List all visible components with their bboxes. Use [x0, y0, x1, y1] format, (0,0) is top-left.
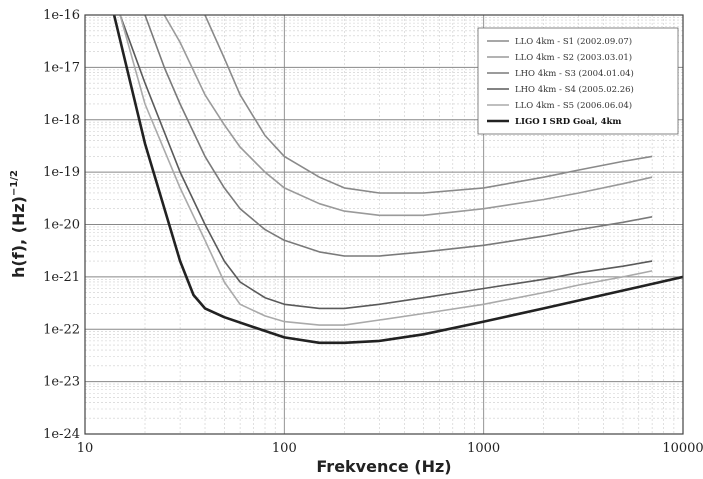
y-tick-label: 1e-19 — [43, 165, 80, 180]
series-line-3 — [144, 15, 653, 257]
x-tick-labels: 10 100 1000 10000 — [77, 441, 703, 456]
x-tick-label: 10000 — [662, 441, 703, 456]
legend-label-1: LLO 4km - S1 (2002.09.07) — [515, 36, 632, 47]
series-layer — [112, 15, 683, 345]
series-line-2 — [163, 15, 653, 217]
x-tick-label: 100 — [272, 441, 297, 456]
legend-label-3: LHO 4km - S3 (2004.01.04) — [515, 68, 634, 79]
y-tick-label: 1e-17 — [43, 60, 80, 75]
y-tick-label: 1e-20 — [43, 218, 80, 233]
y-tick-label: 1e-23 — [43, 375, 80, 390]
y-axis-title: h(f), (Hz)−1/2 — [9, 170, 28, 278]
legend-label-2: LLO 4km - S2 (2003.03.01) — [515, 52, 632, 63]
y-tick-label: 1e-21 — [43, 270, 80, 285]
y-axis-title-main: h(f), (Hz) — [9, 196, 28, 278]
series-line-4 — [119, 15, 653, 310]
x-tick-label: 1000 — [467, 441, 500, 456]
legend-label-6: LIGO I SRD Goal, 4km — [515, 117, 621, 127]
plot-frame — [84, 14, 684, 435]
legend-label-5: LLO 4km - S5 (2006.06.04) — [515, 100, 632, 111]
y-tick-label: 1e-24 — [43, 427, 80, 442]
y-tick-labels: 1e-16 1e-17 1e-18 1e-19 1e-20 1e-21 1e-22 1e-23… — [43, 8, 80, 442]
y-axis-title-exponent: −1/2 — [9, 170, 20, 196]
x-axis-title: Frekvence (Hz) — [316, 457, 451, 476]
legend: LLO 4km - S1 (2002.09.07) LLO 4km - S2 (2… — [477, 27, 679, 135]
y-tick-label: 1e-16 — [43, 8, 80, 23]
x-tick-label: 10 — [77, 441, 94, 456]
y-tick-label: 1e-18 — [43, 113, 80, 128]
y-tick-label: 1e-22 — [43, 322, 80, 337]
legend-label-4: LHO 4km - S4 (2005.02.26) — [515, 84, 634, 95]
series-line-5 — [119, 15, 653, 326]
series-line-1 — [204, 15, 653, 194]
series-line-6 — [112, 15, 683, 345]
legend-box — [477, 27, 679, 135]
